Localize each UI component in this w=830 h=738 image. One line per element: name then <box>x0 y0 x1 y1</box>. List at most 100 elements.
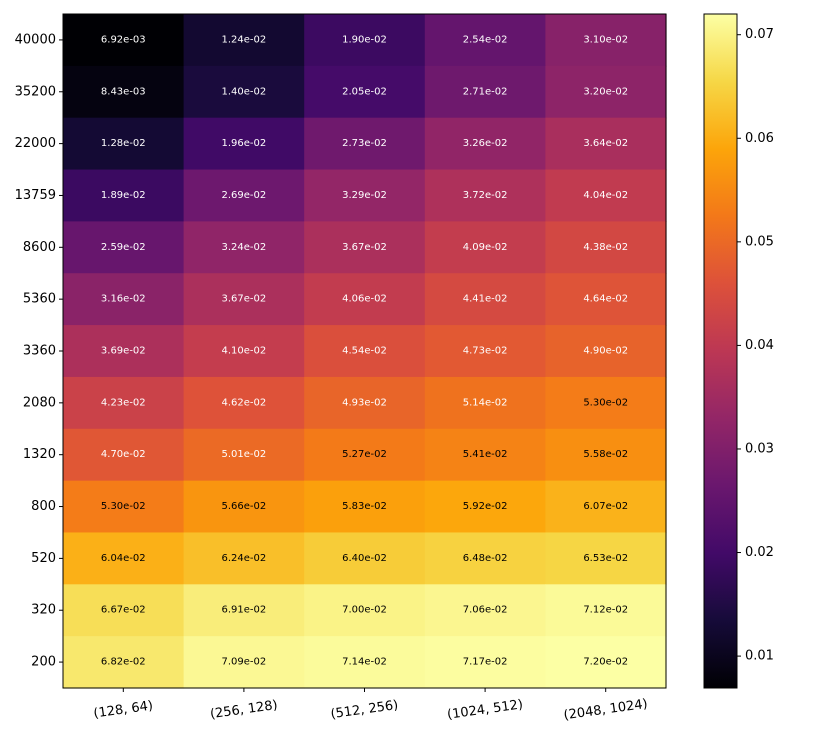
cell-value-label: 8.43e-03 <box>101 86 146 97</box>
cell-value-label: 6.67e-02 <box>101 605 146 616</box>
heatmap-cell <box>63 221 185 274</box>
heatmap-cell <box>424 273 546 326</box>
heatmap-cell <box>545 325 667 378</box>
heatmap-cell <box>424 65 546 119</box>
cell-value-label: 6.04e-02 <box>101 553 146 564</box>
cell-value-label: 3.72e-02 <box>463 190 508 201</box>
heatmap-cell <box>304 65 426 119</box>
cell-value-label: 3.10e-02 <box>583 34 628 45</box>
heatmap-cell <box>304 532 426 585</box>
heatmap-cells <box>63 14 667 689</box>
cell-value-label: 1.89e-02 <box>101 190 146 201</box>
heatmap-cell <box>304 221 426 274</box>
heatmap-cell <box>183 428 305 482</box>
y-axis: 40000 35200 22000 13759 8600 5360 3360 2080 1320… <box>15 32 63 670</box>
heatmap-cell <box>183 273 305 326</box>
heatmap-cell <box>183 117 305 171</box>
heatmap-cell <box>183 532 305 585</box>
cell-value-label: 7.17e-02 <box>463 657 508 668</box>
x-tick-label: (1024, 512) <box>446 697 524 722</box>
cell-value-label: 4.04e-02 <box>583 190 628 201</box>
cell-value-label: 6.40e-02 <box>342 553 387 564</box>
heatmap-cell <box>304 325 426 378</box>
heatmap-cell <box>304 14 426 67</box>
cell-value-label: 2.05e-02 <box>342 86 387 97</box>
heatmap-cell <box>183 65 305 119</box>
cell-value-label: 4.10e-02 <box>222 346 267 357</box>
cell-value-label: 6.07e-02 <box>583 501 628 512</box>
cell-value-label: 1.90e-02 <box>342 34 387 45</box>
heatmap-cell <box>183 584 305 637</box>
heatmap-cell <box>545 273 667 326</box>
cell-value-label: 2.73e-02 <box>342 138 387 149</box>
colorbar: 0.01 0.02 0.03 0.04 0.05 0.06 0.07 <box>703 13 774 689</box>
cell-value-label: 5.27e-02 <box>342 449 387 460</box>
heatmap-cell <box>63 480 185 534</box>
y-tick-label: 40000 <box>15 32 56 47</box>
heatmap-cell <box>424 221 546 274</box>
cell-value-label: 1.28e-02 <box>101 138 146 149</box>
cell-value-label: 7.12e-02 <box>583 605 628 616</box>
x-tick-label: (2048, 1024) <box>563 697 649 724</box>
cell-value-label: 7.00e-02 <box>342 605 387 616</box>
heatmap-cell <box>183 376 305 430</box>
heatmap-cell <box>304 584 426 637</box>
heatmap-cell <box>183 325 305 378</box>
cell-value-label: 3.16e-02 <box>101 294 146 305</box>
heatmap-cell <box>63 325 185 378</box>
cell-value-label: 4.93e-02 <box>342 397 387 408</box>
colorbar-tick-label: 0.06 <box>745 131 774 146</box>
heatmap-cell <box>424 325 546 378</box>
cell-value-label: 2.59e-02 <box>101 242 146 253</box>
heatmap-cell <box>304 376 426 430</box>
cell-value-label: 4.73e-02 <box>463 346 508 357</box>
heatmap-cell <box>424 169 546 222</box>
cell-value-label: 1.40e-02 <box>222 86 267 97</box>
heatmap-cell <box>304 480 426 534</box>
cell-value-label: 3.20e-02 <box>583 86 628 97</box>
cell-value-label: 3.67e-02 <box>342 242 387 253</box>
y-tick-label: 13759 <box>15 188 56 203</box>
cell-value-label: 4.38e-02 <box>583 242 628 253</box>
cell-value-label: 7.20e-02 <box>583 657 628 668</box>
cell-value-label: 4.70e-02 <box>101 449 146 460</box>
cell-value-label: 3.69e-02 <box>101 346 146 357</box>
heatmap-cell <box>63 169 185 222</box>
cell-value-label: 6.48e-02 <box>463 553 508 564</box>
y-tick-label: 3360 <box>23 344 56 359</box>
x-tick-label: (128, 64) <box>93 698 154 721</box>
heatmap-cell <box>63 65 185 119</box>
cell-value-label: 2.54e-02 <box>463 34 508 45</box>
heatmap-cell <box>183 636 305 689</box>
heatmap-cell <box>545 117 667 171</box>
heatmap-cell <box>424 480 546 534</box>
cell-value-label: 5.92e-02 <box>463 501 508 512</box>
colorbar-tick-label: 0.02 <box>745 545 774 560</box>
heatmap-cell <box>545 65 667 119</box>
heatmap-cell <box>304 169 426 222</box>
cell-value-label: 5.30e-02 <box>101 501 146 512</box>
cell-value-label: 7.06e-02 <box>463 605 508 616</box>
cell-value-label: 5.58e-02 <box>583 449 628 460</box>
y-tick-label: 22000 <box>15 136 56 151</box>
heatmap-cell <box>63 636 185 689</box>
heatmap-cell <box>545 480 667 534</box>
colorbar-tick-label: 0.04 <box>745 338 774 353</box>
heatmap-cell <box>63 273 185 326</box>
cell-value-label: 6.24e-02 <box>222 553 267 564</box>
cell-value-label: 6.91e-02 <box>222 605 267 616</box>
heatmap-cell <box>545 636 667 689</box>
colorbar-gradient <box>704 14 737 688</box>
cell-value-label: 4.41e-02 <box>463 294 508 305</box>
cell-value-label: 4.23e-02 <box>101 397 146 408</box>
cell-value-label: 6.92e-03 <box>101 34 146 45</box>
cell-value-label: 5.30e-02 <box>583 397 628 408</box>
heatmap-cell <box>304 273 426 326</box>
heatmap-cell <box>545 14 667 67</box>
heatmap-cell <box>304 428 426 482</box>
y-tick-label: 520 <box>31 551 56 566</box>
cell-value-label: 4.09e-02 <box>463 242 508 253</box>
heatmap-cell <box>424 376 546 430</box>
cell-value-label: 1.96e-02 <box>222 138 267 149</box>
